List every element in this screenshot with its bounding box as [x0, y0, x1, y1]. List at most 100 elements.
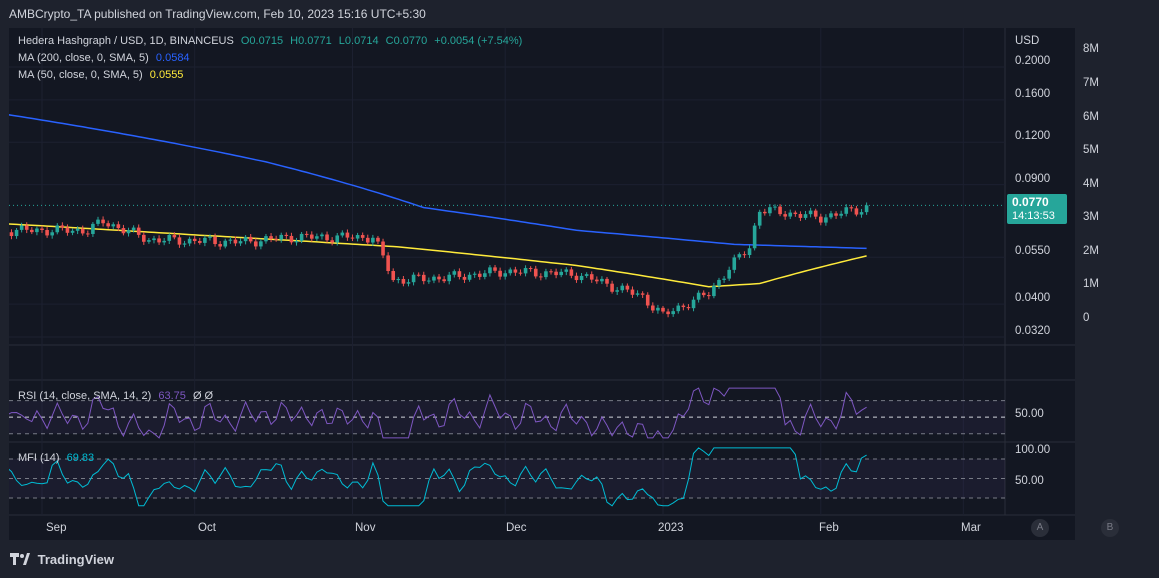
mfi-tick: 50.00	[1015, 475, 1044, 487]
candle-body	[712, 285, 716, 297]
price-tick: 0.1200	[1015, 130, 1051, 142]
auto-scale-button[interactable]: A	[1031, 519, 1049, 537]
candle-body	[864, 205, 869, 213]
candle-body	[213, 236, 217, 245]
candle-body	[503, 273, 508, 277]
chart-frame[interactable]	[9, 28, 1075, 540]
candle-body	[304, 233, 309, 235]
symbol-title[interactable]: Hedera Hashgraph / USD, 1D, BINANCEUS	[18, 35, 234, 47]
candle-body	[136, 227, 141, 235]
candle-body	[284, 234, 289, 236]
candle-body	[315, 236, 319, 239]
mfi-value: 69.83	[66, 452, 95, 464]
rsi-line	[9, 387, 867, 439]
candle-body	[600, 278, 604, 282]
ma50-legend[interactable]: MA (50, close, 0, SMA, 5) 0.0555	[18, 69, 187, 81]
candle-body	[610, 283, 614, 292]
candle-body	[55, 225, 60, 233]
candle-body	[457, 271, 462, 277]
volume-tick: 0	[1083, 312, 1090, 324]
candle-body	[203, 237, 207, 243]
rsi-value: 63.75	[158, 390, 186, 402]
candle-body	[544, 271, 548, 278]
candle-body	[350, 237, 355, 239]
candle-body	[208, 236, 212, 238]
candle-body	[849, 207, 854, 209]
ma200-label: MA (200, close, 0, SMA, 5)	[18, 52, 149, 64]
candle-body	[386, 255, 390, 272]
price-tick: 0.0320	[1015, 325, 1051, 337]
candle-body	[783, 214, 787, 217]
candle-body	[365, 237, 370, 243]
candle-body	[488, 267, 492, 274]
candle-body	[727, 269, 731, 279]
candle-body	[330, 240, 334, 243]
candle-body	[248, 236, 253, 242]
candle-body	[96, 219, 100, 224]
candle-body	[691, 299, 696, 309]
candle-body	[86, 233, 90, 235]
candle-body	[233, 239, 238, 244]
candle-body	[722, 278, 726, 280]
candle-body	[45, 230, 49, 236]
b-button[interactable]: B	[1101, 519, 1119, 537]
candle-body	[253, 241, 258, 247]
mfi-legend[interactable]: MFI (14) 69.83	[18, 452, 98, 464]
candle-body	[564, 269, 569, 272]
candle-body	[50, 232, 54, 236]
candle-body	[798, 214, 803, 218]
candle-body	[579, 275, 584, 281]
candle-body	[223, 240, 228, 247]
candle-body	[111, 224, 116, 227]
time-label: Feb	[819, 522, 839, 534]
currency-label[interactable]: USD	[1015, 35, 1040, 47]
candle-body	[411, 274, 416, 283]
candle-body	[335, 235, 340, 243]
candle-body	[432, 276, 436, 281]
chart-canvas[interactable]	[9, 28, 1075, 540]
mfi-tick: 100.00	[1015, 444, 1051, 456]
candle-body	[371, 237, 375, 243]
rsi-tick: 50.00	[1015, 408, 1044, 420]
price-tick: 0.1600	[1015, 88, 1051, 100]
volume-tick: 8M	[1083, 43, 1099, 55]
candle-body	[91, 223, 95, 234]
price-tick: 0.2000	[1015, 55, 1051, 67]
candle-body	[462, 276, 467, 280]
candle-body	[732, 257, 737, 270]
candle-body	[824, 217, 828, 223]
candle-body	[696, 292, 701, 300]
candle-body	[228, 239, 233, 241]
volume-tick: 7M	[1083, 77, 1099, 89]
candle-body	[768, 207, 772, 214]
candle-body	[416, 274, 421, 276]
candle-body	[121, 228, 126, 234]
candle-body	[595, 279, 599, 282]
candle-body	[70, 230, 75, 233]
candle-body	[274, 238, 278, 240]
tradingview-logo-icon	[10, 553, 30, 568]
rsi-label: RSI (14, close, SMA, 14, 2)	[18, 390, 152, 402]
volume-tick: 6M	[1083, 111, 1099, 123]
candle-body	[182, 243, 187, 245]
candle-body	[192, 238, 197, 242]
candle-body	[742, 254, 747, 256]
candle-body	[65, 227, 70, 233]
candle-body	[35, 228, 39, 233]
candle-body	[615, 290, 619, 292]
candle-body	[60, 225, 65, 228]
candle-body	[707, 295, 711, 297]
ma200-legend[interactable]: MA (200, close, 0, SMA, 5) 0.0584	[18, 52, 194, 64]
candle-body	[19, 225, 24, 230]
candle-body	[589, 274, 594, 280]
rsi-legend[interactable]: RSI (14, close, SMA, 14, 2) 63.75 Ø Ø	[18, 390, 217, 402]
candle-body	[717, 279, 721, 286]
ma50-line	[9, 223, 867, 288]
candle-body	[147, 240, 151, 242]
candle-body	[701, 292, 706, 296]
candle-body	[259, 241, 263, 247]
candle-body	[187, 238, 192, 244]
candle-body	[559, 271, 563, 276]
tradingview-logo[interactable]: TradingView	[10, 552, 114, 568]
ohlc-change: +0.0054 (+7.54%)	[434, 35, 523, 47]
